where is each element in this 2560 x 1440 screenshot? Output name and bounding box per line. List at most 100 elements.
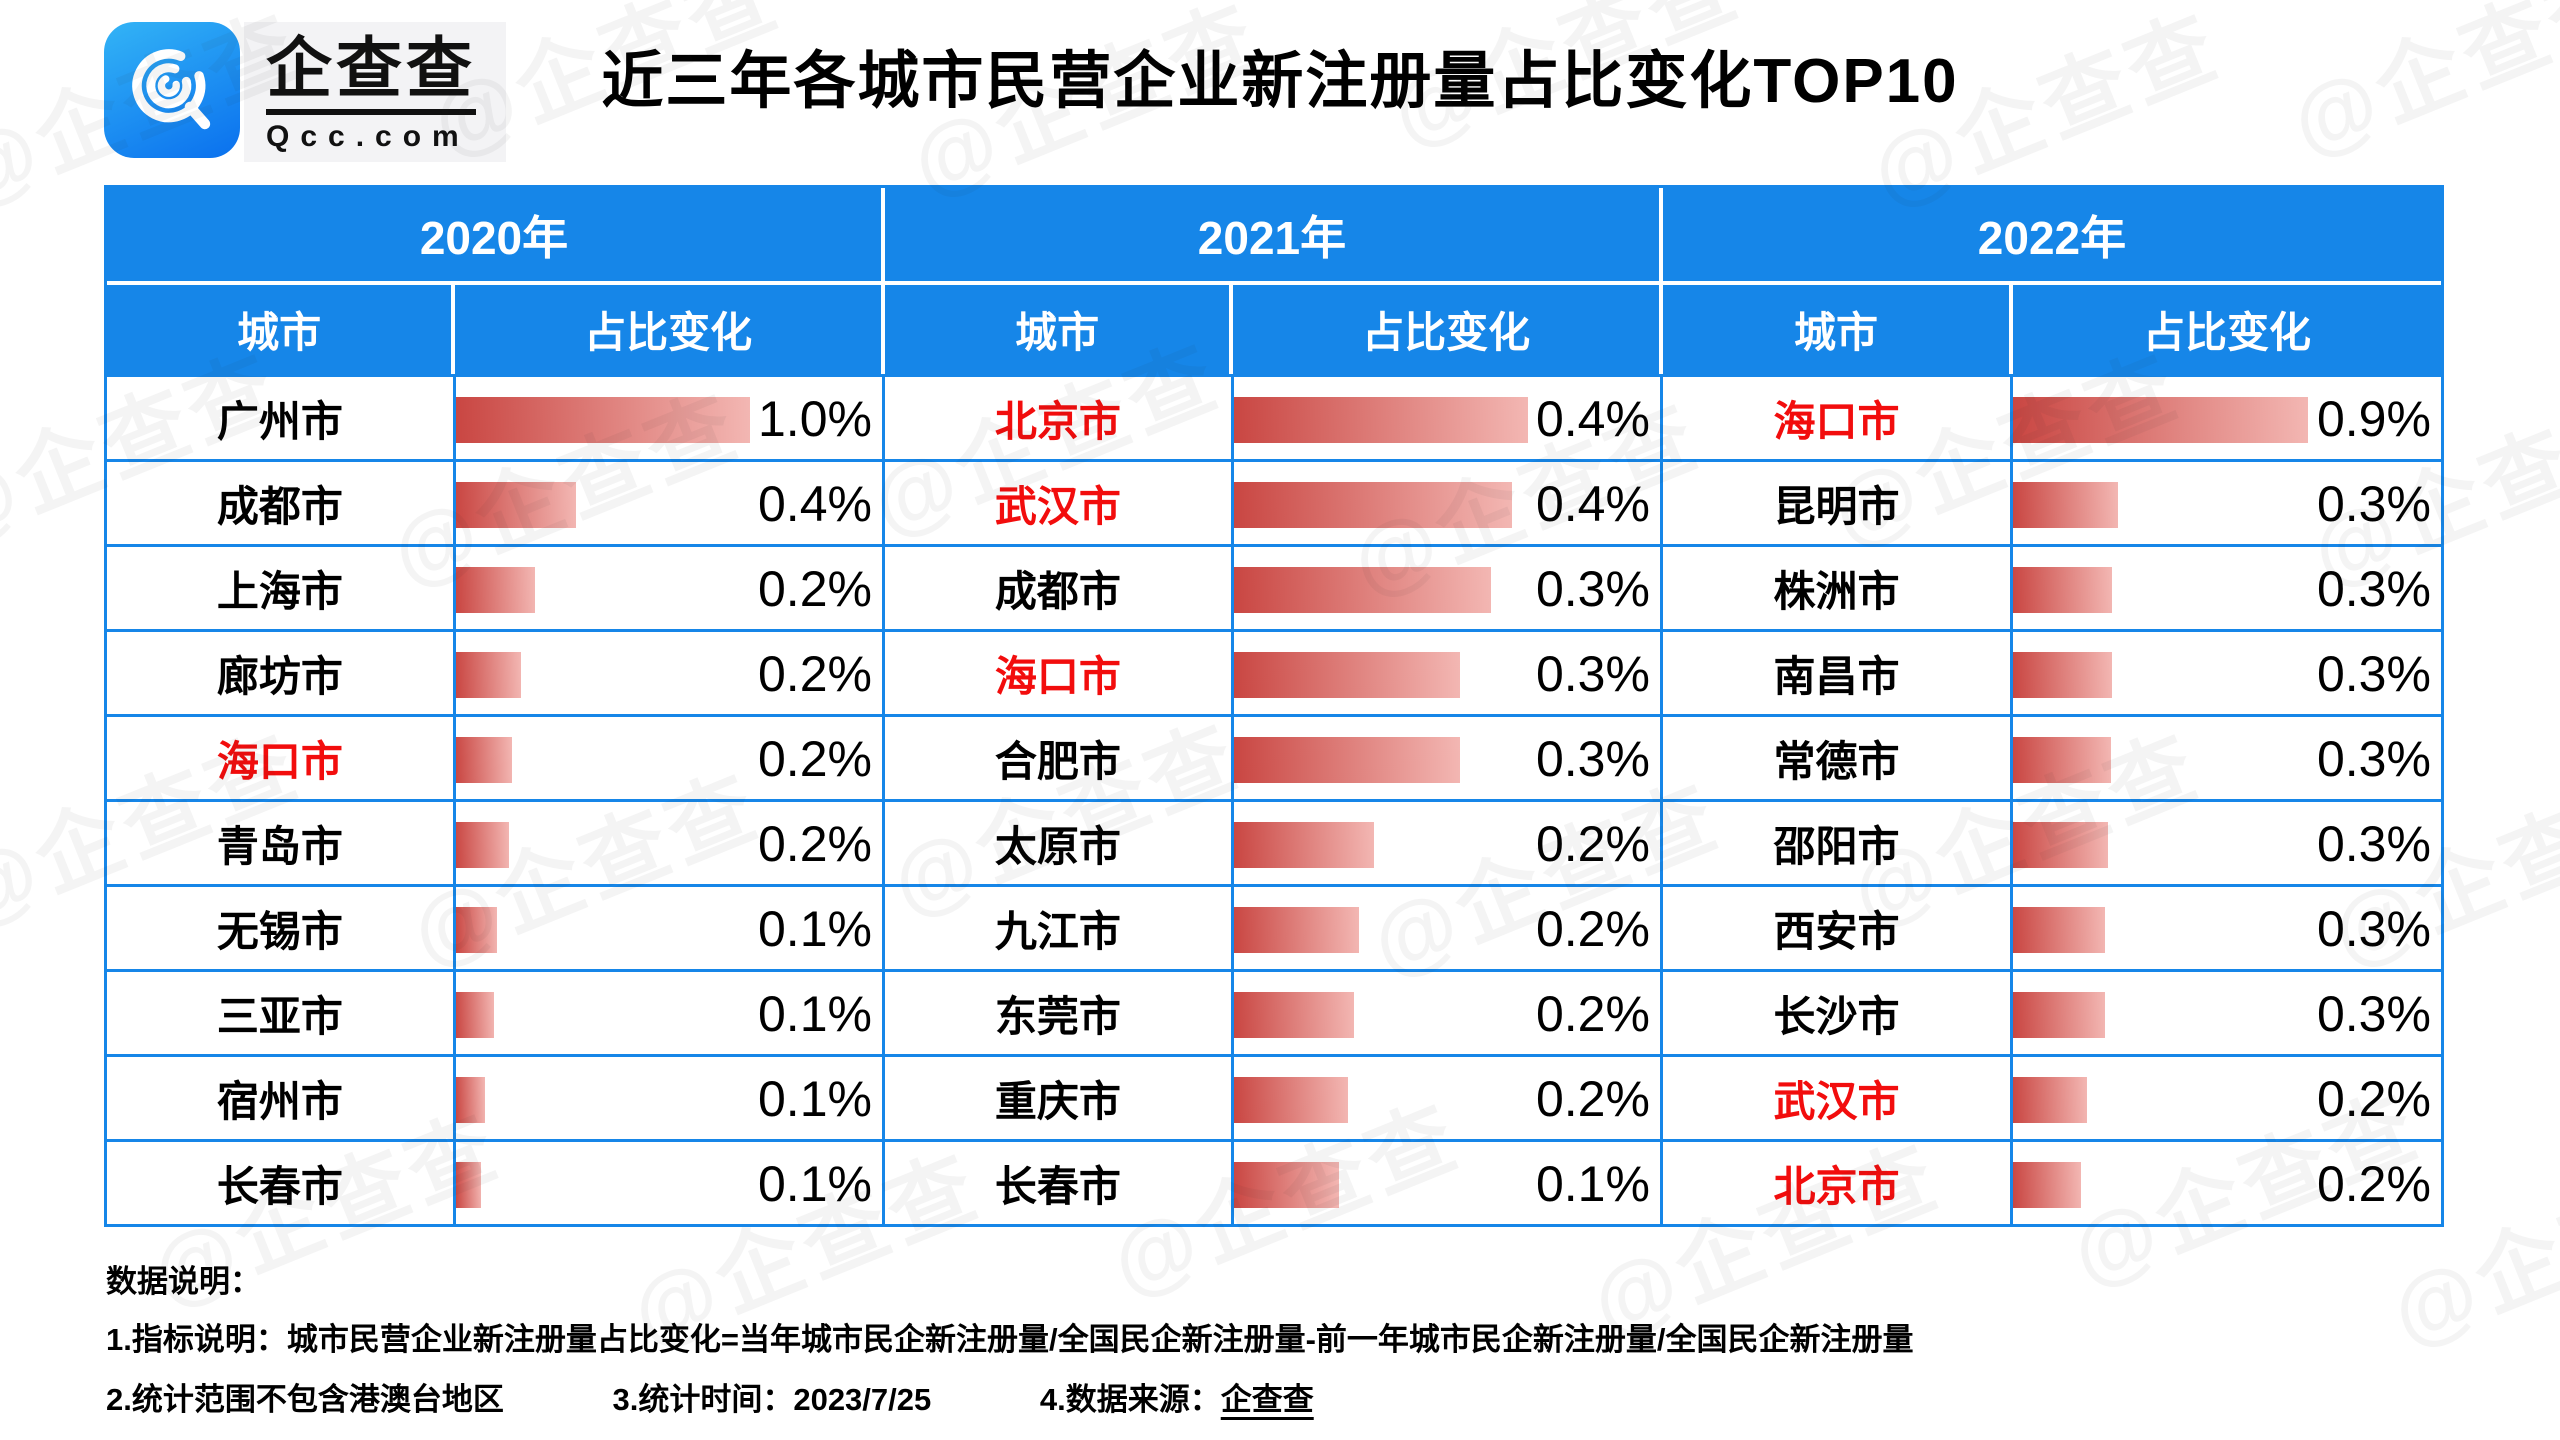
col-header-change: 占比变化 bbox=[1233, 281, 1659, 374]
value-label: 0.2% bbox=[1535, 901, 1650, 957]
city-name: 合肥市 bbox=[994, 737, 1121, 785]
city-cell: 海口市 bbox=[107, 717, 456, 799]
value-cell: 0.1% bbox=[455, 972, 882, 1054]
value-bar bbox=[2013, 992, 2105, 1038]
value-cell: 0.3% bbox=[2013, 717, 2441, 799]
table-row: 东莞市 0.2% bbox=[884, 969, 1660, 1054]
table-row: 合肥市 0.3% bbox=[884, 714, 1660, 799]
notes-heading: 数据说明： bbox=[106, 1264, 261, 1299]
table-row: 武汉市 0.2% bbox=[1662, 1054, 2441, 1139]
value-label: 0.2% bbox=[758, 561, 872, 617]
city-cell: 重庆市 bbox=[885, 1057, 1234, 1139]
table-row: 宿州市 0.1% bbox=[107, 1054, 882, 1139]
data-table: 2020年 2021年 2022年 城市 占比变化 城市 占比变化 城市 占比变… bbox=[104, 185, 2444, 1227]
value-bar bbox=[2013, 652, 2112, 698]
table-row: 重庆市 0.2% bbox=[884, 1054, 1660, 1139]
city-name: 成都市 bbox=[994, 567, 1121, 615]
city-name: 北京市 bbox=[994, 397, 1121, 445]
city-cell: 合肥市 bbox=[885, 717, 1234, 799]
city-name: 昆明市 bbox=[1773, 482, 1900, 530]
brand-name: 企查查 bbox=[266, 33, 476, 116]
value-cell: 0.2% bbox=[455, 802, 882, 884]
city-cell: 北京市 bbox=[885, 377, 1234, 459]
value-label: 0.3% bbox=[1535, 646, 1650, 702]
value-bar bbox=[1233, 822, 1374, 868]
value-bar bbox=[455, 992, 495, 1038]
value-cell: 0.2% bbox=[1233, 972, 1660, 1054]
value-cell: 0.2% bbox=[1233, 802, 1660, 884]
notes-line-1: 1.指标说明：城市民营企业新注册量占比变化=当年城市民企新注册量/全国民企新注册… bbox=[106, 1322, 1914, 1357]
value-bar bbox=[2013, 822, 2108, 868]
value-cell: 0.4% bbox=[1233, 462, 1660, 544]
city-cell: 长春市 bbox=[885, 1142, 1234, 1224]
value-label: 0.3% bbox=[2316, 901, 2431, 957]
value-bar bbox=[1233, 992, 1355, 1038]
table-row: 廊坊市 0.2% bbox=[107, 629, 882, 714]
city-cell: 太原市 bbox=[885, 802, 1234, 884]
city-name: 西安市 bbox=[1773, 907, 1900, 955]
value-cell: 0.2% bbox=[2013, 1142, 2441, 1224]
value-bar bbox=[455, 907, 498, 953]
qcc-logo-text: 企查查 Qcc.com bbox=[244, 22, 506, 163]
city-name: 常德市 bbox=[1773, 737, 1900, 785]
value-cell: 0.4% bbox=[455, 462, 882, 544]
year-column-2020: 广州市 1.0% 成都市 0.4% 上海市 0.2% 廊坊市 0.2% 海口市 … bbox=[107, 374, 885, 1224]
value-bar bbox=[455, 1162, 481, 1208]
city-cell: 西安市 bbox=[1663, 887, 2014, 969]
value-bar bbox=[1233, 397, 1528, 443]
value-bar bbox=[1233, 567, 1492, 613]
value-label: 0.3% bbox=[2316, 561, 2431, 617]
value-cell: 0.2% bbox=[1233, 887, 1660, 969]
table-row: 成都市 0.4% bbox=[107, 459, 882, 544]
city-cell: 宿州市 bbox=[107, 1057, 456, 1139]
table-row: 青岛市 0.2% bbox=[107, 799, 882, 884]
table-row: 广州市 1.0% bbox=[107, 374, 882, 459]
value-cell: 0.3% bbox=[2013, 547, 2441, 629]
notes-line-2: 2.统计范围不包含港澳台地区 3.统计时间：2023/7/25 4.数据来源：企… bbox=[106, 1374, 1914, 1419]
table-row: 株洲市 0.3% bbox=[1662, 544, 2441, 629]
value-bar bbox=[2013, 737, 2111, 783]
city-cell: 成都市 bbox=[885, 547, 1234, 629]
value-label: 0.3% bbox=[1535, 561, 1650, 617]
col-header-change: 占比变化 bbox=[2013, 281, 2441, 374]
city-name: 北京市 bbox=[1773, 1162, 1900, 1210]
year-column-2022: 海口市 0.9% 昆明市 0.3% 株洲市 0.3% 南昌市 0.3% 常德市 … bbox=[1662, 374, 2441, 1224]
note-source-prefix: 4.数据来源： bbox=[1039, 1382, 1221, 1417]
city-name: 无锡市 bbox=[216, 907, 343, 955]
city-cell: 成都市 bbox=[107, 462, 456, 544]
value-bar bbox=[455, 397, 750, 443]
value-bar bbox=[1233, 1077, 1349, 1123]
city-cell: 三亚市 bbox=[107, 972, 456, 1054]
value-cell: 0.3% bbox=[2013, 462, 2441, 544]
city-cell: 武汉市 bbox=[885, 462, 1234, 544]
city-name: 武汉市 bbox=[1773, 1077, 1900, 1125]
value-cell: 0.2% bbox=[455, 632, 882, 714]
col-header-change: 占比变化 bbox=[455, 281, 881, 374]
value-label: 0.3% bbox=[2316, 646, 2431, 702]
year-header-2022: 2022年 bbox=[1662, 188, 2441, 281]
value-bar bbox=[455, 1077, 486, 1123]
table-row: 北京市 0.4% bbox=[884, 374, 1660, 459]
city-name: 武汉市 bbox=[994, 482, 1121, 530]
value-cell: 0.3% bbox=[1233, 547, 1660, 629]
note-source-name: 企查查 bbox=[1220, 1382, 1314, 1417]
city-cell: 常德市 bbox=[1663, 717, 2014, 799]
value-label: 0.2% bbox=[2316, 1071, 2431, 1127]
value-cell: 0.3% bbox=[2013, 887, 2441, 969]
year-column-2021: 北京市 0.4% 武汉市 0.4% 成都市 0.3% 海口市 0.3% 合肥市 … bbox=[884, 374, 1663, 1224]
value-bar bbox=[1233, 652, 1461, 698]
city-name: 成都市 bbox=[216, 482, 343, 530]
value-bar bbox=[455, 567, 535, 613]
city-name: 青岛市 bbox=[216, 822, 343, 870]
city-cell: 长春市 bbox=[107, 1142, 456, 1224]
value-label: 0.1% bbox=[758, 986, 872, 1042]
value-cell: 1.0% bbox=[455, 377, 882, 459]
value-cell: 0.9% bbox=[2013, 377, 2441, 459]
page-title: 近三年各城市民营企业新注册量占比变化TOP10 bbox=[601, 47, 1959, 116]
brand-domain: Qcc.com bbox=[266, 120, 470, 154]
city-cell: 广州市 bbox=[107, 377, 456, 459]
value-cell: 0.1% bbox=[455, 1057, 882, 1139]
value-label: 0.4% bbox=[758, 476, 872, 532]
city-name: 海口市 bbox=[216, 737, 343, 785]
city-name: 海口市 bbox=[1773, 397, 1900, 445]
